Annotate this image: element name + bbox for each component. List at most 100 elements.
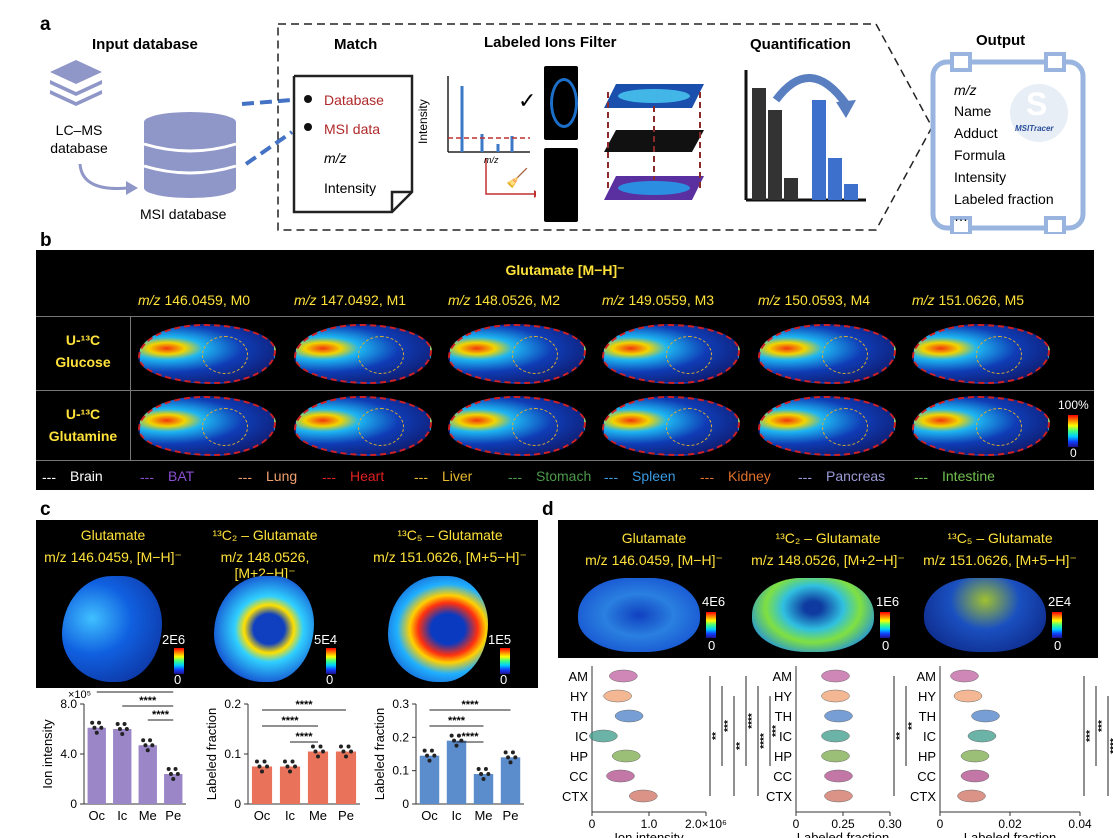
colorbar <box>174 648 184 674</box>
organ-outline <box>976 408 1022 446</box>
data-point <box>168 772 173 776</box>
legend-label-1: BAT <box>168 468 195 484</box>
significance-label: ** <box>895 732 906 740</box>
bar-Oc <box>87 727 106 804</box>
match-item-msi: MSI data <box>324 121 381 137</box>
row-label-glutamine-1: U-¹³C <box>65 406 101 422</box>
x-tick-label: Pe <box>338 808 354 823</box>
category-label: CTX <box>910 789 936 804</box>
panel-label-c: c <box>40 499 51 520</box>
output-title: Output <box>976 32 1026 49</box>
mz-axis-label: m/z <box>484 155 499 165</box>
check-icon: ✓ <box>518 88 537 113</box>
row-divider-top <box>36 316 1094 317</box>
violin-HY <box>821 689 850 703</box>
data-point <box>513 755 518 760</box>
category-label: CC <box>773 769 792 784</box>
data-point <box>506 755 511 760</box>
column-mz-label: m/z <box>758 292 781 308</box>
violin-AM <box>821 669 850 683</box>
data-point <box>429 748 434 753</box>
legend-marker-4: --- <box>414 469 428 485</box>
colorbar-min: 0 <box>174 672 182 687</box>
colorbar <box>326 648 336 674</box>
layer-stack-plot <box>604 84 704 200</box>
data-point <box>288 769 292 774</box>
data-point <box>99 725 104 730</box>
bar-Pe <box>164 774 183 804</box>
c-image-title-2: ¹³C₅ – Glutamate <box>397 527 503 543</box>
column-value: 147.0492, M1 <box>316 292 407 308</box>
colorbar <box>880 612 890 638</box>
x-tick-label: 0 <box>589 817 596 831</box>
organ-outline <box>512 336 558 374</box>
legend-label-0: Brain <box>70 468 103 484</box>
data-point <box>346 744 351 749</box>
column-value: 148.0526, M2 <box>470 292 561 308</box>
legend-label-7: Kidney <box>728 468 771 484</box>
panel-label-b: b <box>40 230 52 251</box>
legend-label-2: Lung <box>266 468 298 484</box>
data-point <box>449 733 454 738</box>
legend-marker-1: --- <box>140 469 154 485</box>
x-axis-label: Labeled fraction <box>964 830 1057 838</box>
y-tick-label: 0 <box>402 797 409 811</box>
msi-tile-signal <box>544 66 578 140</box>
category-label: IC <box>575 729 588 744</box>
y-tick-label: 0.2 <box>224 697 241 711</box>
data-point <box>148 738 153 743</box>
x-tick-label: Me <box>309 808 327 823</box>
y-tick-label: 0.1 <box>224 747 241 761</box>
mouse-section-image <box>758 324 896 384</box>
category-label: TH <box>919 709 936 724</box>
significance-label: **** <box>1109 738 1113 754</box>
violin-CC <box>824 769 853 783</box>
workflow-frame <box>277 23 933 231</box>
data-point <box>290 759 295 764</box>
curved-arrow-icon <box>78 163 138 195</box>
data-point <box>432 753 437 758</box>
x-tick-label: Oc <box>88 808 105 823</box>
data-point <box>338 744 343 749</box>
data-point <box>313 749 318 754</box>
input-database-title: Input database <box>92 36 198 53</box>
colorbar-max: 2E4 <box>1048 594 1072 609</box>
colorbar-max: 2E6 <box>162 632 186 647</box>
panel-b-column-5: m/z 151.0626, M5 <box>912 292 1072 308</box>
row-label-glutamine-2: Glutamine <box>48 428 118 444</box>
dashed-connector <box>241 98 294 166</box>
colorbar-min: 0 <box>1054 638 1062 653</box>
panel-b-column-3: m/z 149.0559, M3 <box>602 292 762 308</box>
logo-s-icon: S <box>1026 86 1048 122</box>
mouse-section-image <box>602 324 740 384</box>
colorbar <box>706 612 716 638</box>
panel-b-title: Glutamate [M−H]⁻ <box>505 262 625 278</box>
data-point <box>90 720 95 725</box>
quant-bar-icon <box>744 70 866 202</box>
data-point <box>173 767 178 771</box>
legend-marker-7: --- <box>700 469 714 485</box>
data-point <box>293 764 298 769</box>
x-tick-label: 0 <box>793 817 800 831</box>
data-point <box>310 744 315 749</box>
bar-Pe <box>500 757 521 804</box>
significance-label: ** <box>907 722 918 730</box>
data-point <box>120 732 125 736</box>
legend-marker-8: --- <box>798 469 812 485</box>
data-point <box>92 725 97 730</box>
col-divider <box>130 316 131 460</box>
database-icon <box>143 112 237 198</box>
column-value: 150.0593, M4 <box>780 292 871 308</box>
row-divider-bottom <box>36 460 1094 461</box>
x-axis-label: Labeled fraction <box>797 830 890 838</box>
kidney-image <box>388 576 488 682</box>
bar-Oc <box>251 766 273 804</box>
mouse-section-image <box>758 396 896 456</box>
d-image-subtitle-2: m/z 151.0626, [M+5−H]⁻ <box>923 552 1077 568</box>
mouse-section-image <box>448 324 586 384</box>
colorbar <box>1052 612 1062 638</box>
data-point <box>282 759 287 764</box>
x-tick-label: Ic <box>285 808 296 823</box>
